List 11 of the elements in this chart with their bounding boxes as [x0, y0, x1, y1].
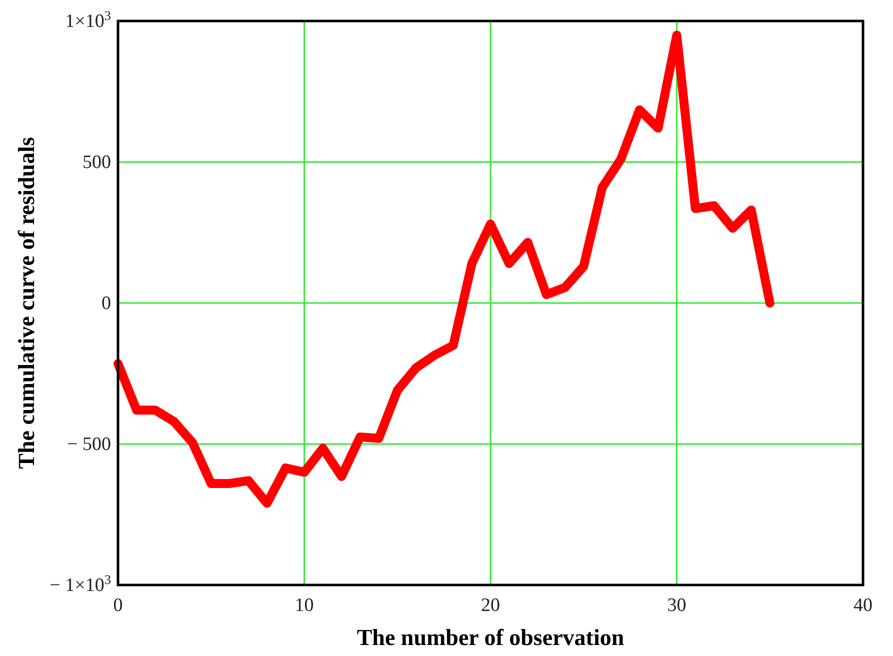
x-tick-label: 10: [294, 595, 314, 616]
y-tick-label: − 500: [67, 434, 111, 455]
y-tick-label: 500: [82, 152, 111, 173]
x-tick-label: 30: [667, 595, 686, 616]
y-tick-label: 1×10$^{3}$: [65, 8, 112, 32]
x-axis-title: The number of observation: [356, 625, 624, 650]
y-axis-title: The cumulative curve of residuals: [14, 137, 39, 469]
x-tick-label: 40: [854, 595, 872, 616]
x-tick-label: 20: [481, 595, 500, 616]
y-tick-label: − 1×10$^{3}$: [50, 572, 112, 596]
y-tick-label: 0: [102, 293, 111, 314]
